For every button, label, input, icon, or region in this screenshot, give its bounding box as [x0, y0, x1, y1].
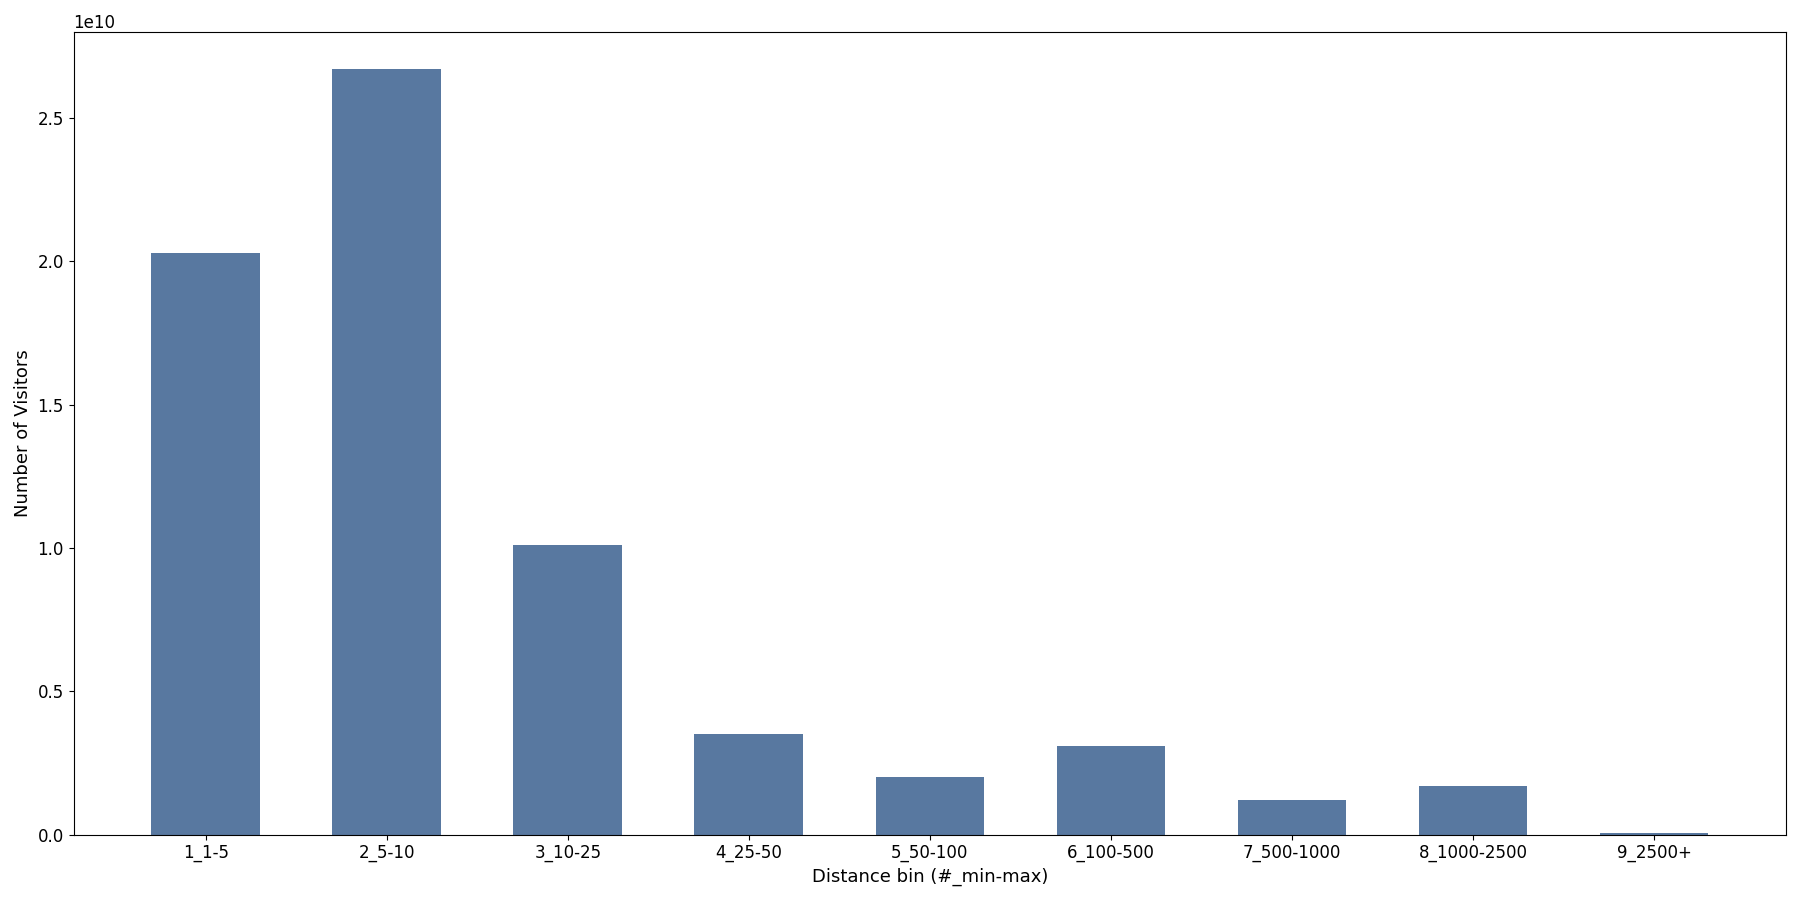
- Bar: [151, 253, 259, 834]
- Bar: [333, 69, 441, 834]
- Bar: [695, 734, 803, 834]
- Bar: [875, 778, 985, 834]
- X-axis label: Distance bin (#_min-max): Distance bin (#_min-max): [812, 868, 1048, 886]
- Bar: [1238, 800, 1346, 834]
- Y-axis label: Number of Visitors: Number of Visitors: [14, 349, 32, 518]
- Bar: [1057, 746, 1165, 834]
- Bar: [1600, 833, 1708, 834]
- Bar: [1418, 786, 1526, 834]
- Bar: [513, 545, 623, 834]
